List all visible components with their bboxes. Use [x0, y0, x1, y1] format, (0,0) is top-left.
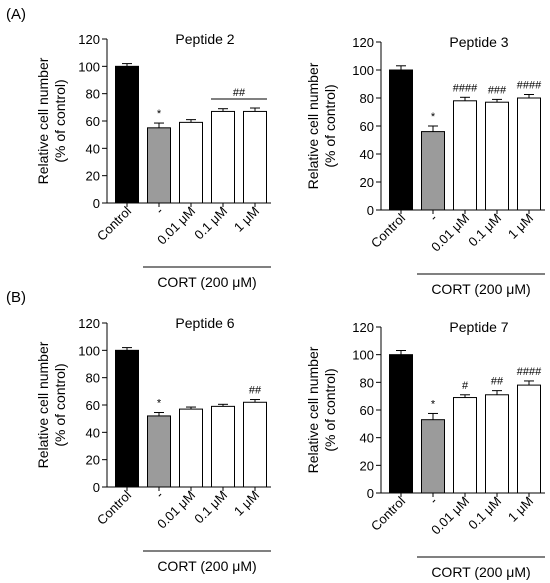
chart-panel-4: 0 20 40 60 80 100 120 Relative cell number (% of…: [305, 319, 545, 580]
x-tick-label-3: 0.1 μM: [465, 494, 504, 533]
chart-panel-1: 0 20 40 60 80 100 120 Relative cell number (% of…: [35, 31, 271, 290]
bar-4: [243, 401, 267, 488]
x-tick-label-4: 1 μM: [231, 488, 262, 519]
y-tick-label: 0: [367, 203, 374, 218]
x-tick-label-3: 0.1 μM: [191, 204, 230, 243]
chart-title: Peptide 3: [449, 34, 508, 50]
chart-title: Peptide 2: [175, 31, 234, 47]
group-label: CORT (200 μM): [431, 281, 530, 297]
bar-4: [517, 97, 541, 211]
y-tick-label: 40: [86, 425, 100, 440]
significance-label: ###: [488, 84, 507, 96]
y-axis-label-line2: (% of control): [52, 363, 68, 446]
section-label-a: (A): [6, 6, 26, 23]
x-tick-label-4: 1 μM: [505, 494, 536, 525]
bar-3: [485, 101, 509, 211]
bar-4: [517, 384, 541, 494]
x-tick-label-3: 0.1 μM: [465, 211, 504, 250]
y-tick-label: 0: [93, 196, 100, 211]
significance-label: ##: [233, 87, 246, 99]
bar-1: [421, 419, 445, 494]
group-label: CORT (200 μM): [431, 564, 530, 580]
chart-panel-2: 0 20 40 60 80 100 120 Relative cell number (% of…: [305, 34, 545, 297]
y-tick-label: 100: [78, 343, 100, 358]
y-tick-label: 80: [360, 91, 374, 106]
y-tick-label: 80: [86, 371, 100, 386]
chart-title: Peptide 6: [175, 315, 234, 331]
y-tick-label: 20: [360, 175, 374, 190]
significance-label: ##: [491, 376, 504, 388]
significance-label: ##: [249, 385, 262, 397]
bar-0: [115, 65, 139, 204]
bar-1: [147, 127, 171, 204]
y-tick-label: 100: [352, 348, 374, 363]
chart-title: Peptide 7: [449, 319, 508, 335]
bar-0: [115, 349, 139, 488]
bar-2: [453, 397, 477, 494]
y-axis-label-line2: (% of control): [52, 79, 68, 162]
x-tick-label-4: 1 μM: [231, 204, 262, 235]
significance-label: #: [462, 380, 469, 392]
x-tick-label-3: 0.1 μM: [191, 488, 230, 527]
y-tick-label: 40: [360, 147, 374, 162]
significance-label: *: [431, 111, 436, 123]
bar-2: [453, 100, 477, 211]
bar-1: [147, 415, 171, 488]
y-axis-label-line1: Relative cell number: [35, 57, 51, 184]
y-tick-label: 120: [352, 320, 374, 335]
section-label-b: (B): [6, 289, 26, 306]
bar-0: [389, 354, 413, 494]
significance-label: *: [431, 398, 436, 410]
significance-label: *: [157, 398, 162, 410]
y-tick-label: 20: [86, 169, 100, 184]
y-tick-label: 80: [360, 375, 374, 390]
y-tick-label: 20: [360, 458, 374, 473]
bar-2: [179, 408, 203, 488]
y-tick-label: 40: [360, 431, 374, 446]
y-tick-label: 60: [360, 119, 374, 134]
y-tick-label: 0: [93, 480, 100, 495]
group-label: CORT (200 μM): [157, 558, 256, 574]
y-tick-label: 60: [86, 114, 100, 129]
y-tick-label: 120: [352, 35, 374, 50]
y-tick-label: 120: [78, 32, 100, 47]
group-label: CORT (200 μM): [157, 274, 256, 290]
y-axis-label-line2: (% of control): [322, 368, 338, 451]
y-axis-label-line1: Relative cell number: [35, 341, 51, 468]
y-tick-label: 120: [78, 316, 100, 331]
y-tick-label: 80: [86, 87, 100, 102]
y-axis-label-line1: Relative cell number: [305, 346, 321, 473]
y-axis-label-line1: Relative cell number: [305, 62, 321, 189]
y-tick-label: 40: [86, 141, 100, 156]
bar-4: [243, 110, 267, 204]
y-tick-label: 100: [78, 59, 100, 74]
bar-3: [211, 110, 235, 204]
bar-0: [389, 69, 413, 211]
significance-label: ####: [517, 366, 542, 378]
bar-3: [485, 394, 509, 494]
y-tick-label: 20: [86, 453, 100, 468]
chart-panel-3: 0 20 40 60 80 100 120 Relative cell number (% of…: [35, 315, 271, 574]
y-tick-label: 0: [367, 486, 374, 501]
y-axis-label-line2: (% of control): [322, 84, 338, 167]
x-tick-label-4: 1 μM: [505, 211, 536, 242]
bar-1: [421, 131, 445, 211]
y-tick-label: 100: [352, 63, 374, 78]
bar-2: [179, 121, 203, 204]
significance-label: *: [157, 108, 162, 120]
bar-3: [211, 405, 235, 488]
significance-label: ####: [517, 80, 542, 92]
y-tick-label: 60: [360, 403, 374, 418]
significance-label: ####: [453, 82, 478, 94]
y-tick-label: 60: [86, 398, 100, 413]
